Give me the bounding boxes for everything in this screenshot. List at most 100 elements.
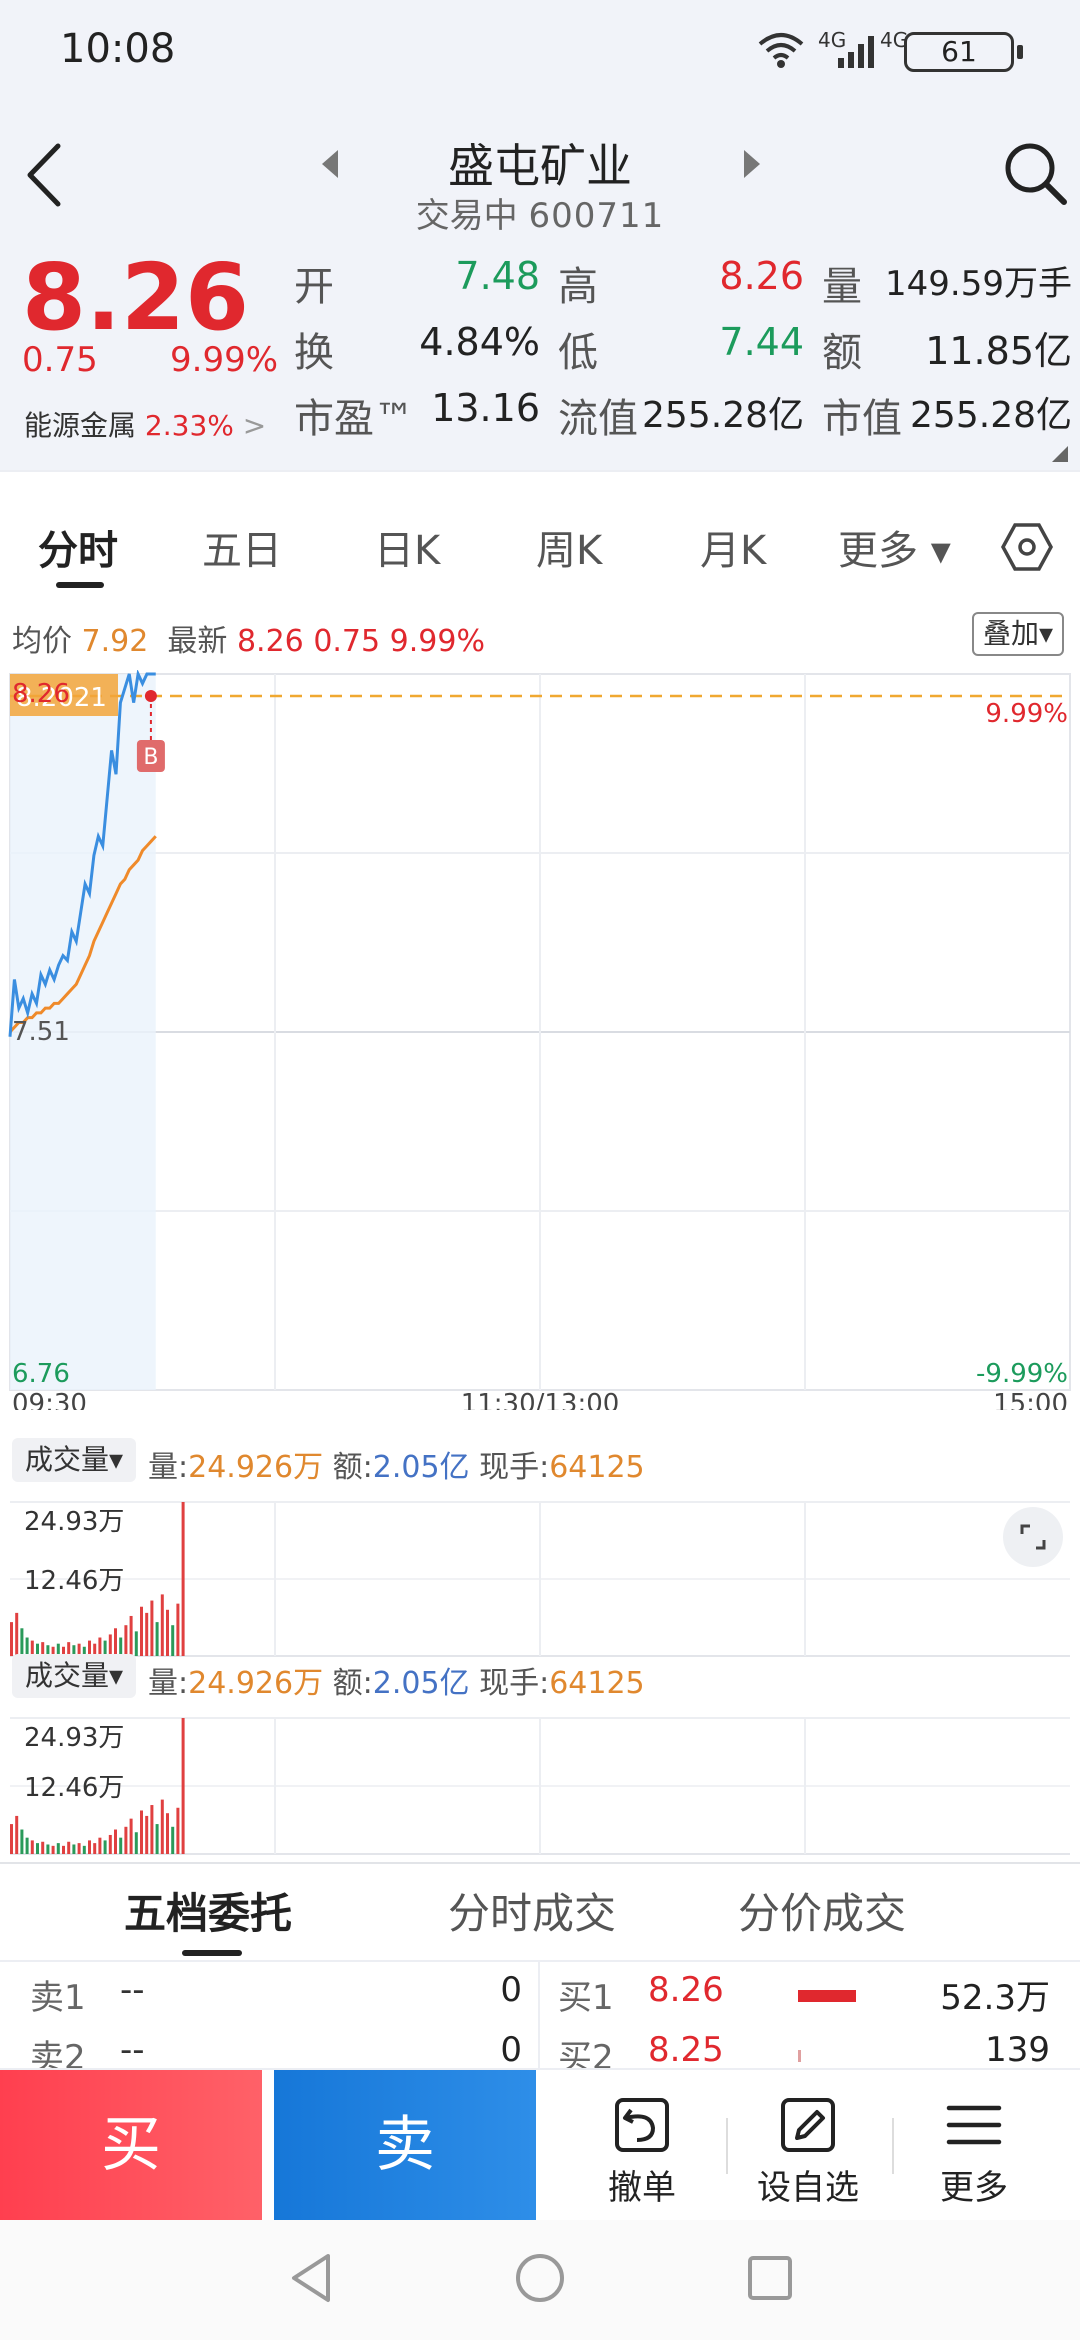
volume-indicator-button-2[interactable]: 成交量▾ <box>12 1654 136 1698</box>
tab-intraday[interactable]: 分时 <box>38 528 118 574</box>
amount-label: 额 <box>822 330 862 376</box>
volume-bar <box>108 1834 112 1854</box>
price-tag-box <box>10 674 118 716</box>
volume-bar <box>72 1844 76 1854</box>
volume-bar <box>77 1843 81 1854</box>
nav-back-icon[interactable] <box>284 2250 340 2306</box>
volume-bar <box>88 1640 91 1656</box>
volume-indicator-button-1[interactable]: 成交量▾ <box>12 1438 136 1482</box>
divider <box>726 2118 728 2174</box>
settings-hex-icon[interactable] <box>1000 520 1054 574</box>
avg-price-line <box>8 835 157 1034</box>
volume-bar <box>150 1805 154 1854</box>
tab-price-trades[interactable]: 分价成交 <box>738 1889 907 1938</box>
cancel-order-button[interactable]: 撤单 <box>572 2090 712 2209</box>
hand-value: 64125 <box>549 1450 645 1485</box>
buy-row-2: 买2 8.25 139 <box>558 2030 1050 2086</box>
prev-stock-icon[interactable] <box>318 146 342 182</box>
status-bar: 10:08 4G 4G 61 <box>0 0 1080 110</box>
volume-bar <box>176 1603 180 1656</box>
divider <box>0 1960 1080 1962</box>
tab-tick-trades[interactable]: 分时成交 <box>448 1889 617 1938</box>
marker-badge <box>136 740 165 772</box>
back-icon[interactable] <box>22 140 66 210</box>
buy-volume-bar <box>798 1990 856 2002</box>
corner-expand-icon[interactable] <box>1050 444 1070 464</box>
volume-bar <box>129 1615 133 1656</box>
float-cap-value: 255.28亿 <box>642 395 804 436</box>
latest-label: 最新 <box>167 624 228 659</box>
volume-bar <box>171 1625 175 1656</box>
stock-header: 盛屯矿业 交易中 600711 <box>0 110 1080 240</box>
order-tab-indicator <box>182 1950 242 1956</box>
volume-bar <box>114 1628 117 1656</box>
volume-bar <box>119 1837 123 1854</box>
nav-home-icon[interactable] <box>512 2250 568 2306</box>
volume-chart-1: 24.93万 12.46万 <box>10 1501 1070 1657</box>
divider <box>538 1962 540 2068</box>
y-tick-mid: 7.51 <box>12 1017 70 1047</box>
y-tick-bottom: 6.76 <box>12 1359 70 1389</box>
add-watchlist-label: 设自选 <box>757 2168 859 2208</box>
volume-bar <box>140 1810 143 1854</box>
sell-row-1: 卖1 -- 0 <box>30 1970 522 2026</box>
quote-panel: 8.26 0.75 9.99% 能源金属 2.33% > 开 7.48 高 8.… <box>0 240 1080 470</box>
volume-bar <box>67 1841 71 1854</box>
cancel-order-icon <box>615 2098 669 2152</box>
buy-button[interactable]: 买 <box>0 2070 262 2220</box>
volume-bar <box>15 1815 19 1854</box>
vol-value: 24.926万 <box>188 1666 324 1701</box>
sell-level-label: 卖1 <box>30 1978 86 2018</box>
open-label: 开 <box>294 264 334 310</box>
overlay-button[interactable]: 叠加▾ <box>972 612 1064 656</box>
volume-header-1: 量:24.926万 额:2.05亿 现手:64125 <box>148 1442 645 1486</box>
latest-change-pct: 9.99% <box>389 624 485 659</box>
sell-price: -- <box>120 2030 145 2070</box>
tab-daily-k[interactable]: 日K <box>374 528 441 574</box>
amt-value: 2.05亿 <box>372 1450 470 1485</box>
price-line <box>8 670 156 1037</box>
more-button[interactable]: 更多 <box>904 2090 1044 2209</box>
tab-weekly-k[interactable]: 周K <box>536 528 603 574</box>
volume-bar <box>176 1807 180 1854</box>
volume-bar <box>56 1843 60 1854</box>
high-label: 高 <box>558 264 598 310</box>
sector-link[interactable]: 能源金属 2.33% > <box>24 404 266 444</box>
volume-bar <box>155 1622 159 1656</box>
volume-bar <box>20 1829 24 1854</box>
next-stock-icon[interactable] <box>740 146 764 182</box>
x-tick-close: 15:00 <box>993 1389 1068 1410</box>
volume-bar <box>46 1645 50 1656</box>
volume-bar <box>41 1642 45 1656</box>
latest-change: 0.75 <box>313 624 381 659</box>
volume-bar <box>10 1622 13 1656</box>
volume-bar <box>160 1799 164 1854</box>
tab-monthly-k[interactable]: 月K <box>700 528 767 574</box>
expand-icon[interactable] <box>1002 1506 1064 1568</box>
volume-bar <box>51 1845 55 1854</box>
tab-order-book[interactable]: 五档委托 <box>124 1889 293 1938</box>
tab-five-day[interactable]: 五日 <box>202 528 282 574</box>
search-icon[interactable] <box>1000 138 1072 210</box>
volume-bar <box>88 1840 91 1854</box>
sell-button[interactable]: 卖 <box>274 2070 536 2220</box>
volume-bar <box>140 1606 143 1656</box>
add-watchlist-button[interactable]: 设自选 <box>738 2090 878 2209</box>
vol-y-top: 24.93万 <box>24 1507 124 1537</box>
divider <box>892 2118 894 2174</box>
volume-value: 149.59万手 <box>885 264 1072 304</box>
stock-code: 600711 <box>528 196 665 236</box>
hand-value: 64125 <box>549 1666 645 1701</box>
section-divider <box>0 470 1080 494</box>
volume-bar <box>103 1640 107 1656</box>
low-value: 7.44 <box>719 320 804 364</box>
buy-price: 8.25 <box>648 2030 724 2070</box>
open-value: 7.48 <box>455 254 540 298</box>
tab-more[interactable]: 更多 ▾ <box>838 528 951 574</box>
market-cap-label: 市值 <box>822 396 902 442</box>
nav-recents-icon[interactable] <box>742 2250 798 2306</box>
volume-chart-2: 24.93万 12.46万 <box>10 1717 1070 1855</box>
volume-bar <box>134 1832 138 1854</box>
chart-tabs: 分时 五日 日K 周K 月K 更多 ▾ <box>0 494 1080 590</box>
